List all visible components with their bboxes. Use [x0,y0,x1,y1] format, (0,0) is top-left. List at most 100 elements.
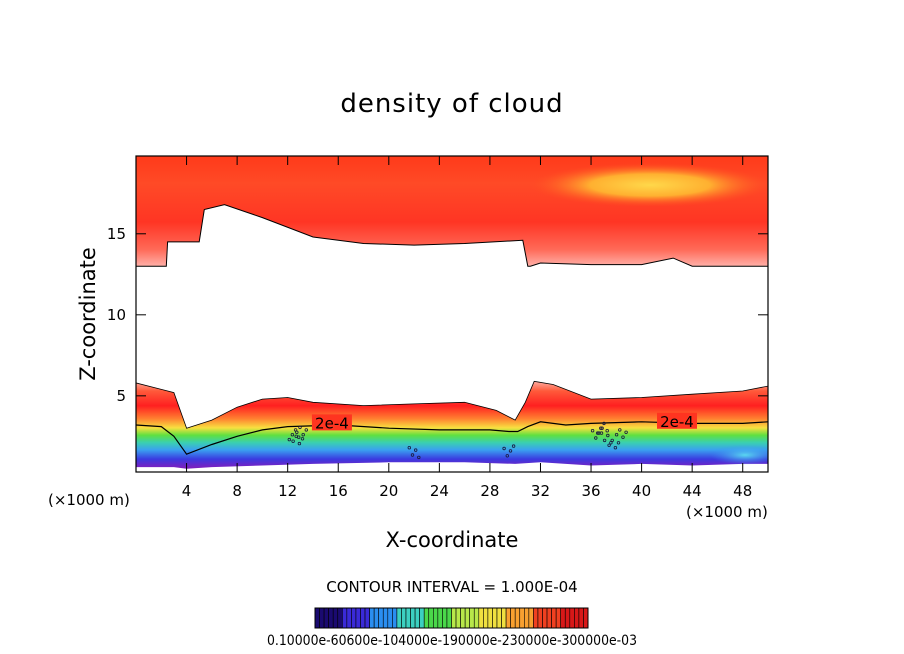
colorbar-cell [551,607,557,629]
y-axis-label: Z-coordinate [76,247,100,381]
upper-cloud-edge-contour [136,204,768,267]
colorbar-cell [442,607,448,629]
colorbar-cell [332,607,339,629]
colorbar-cell [328,607,334,629]
x-tick-label: 28 [480,482,499,500]
colorbar-cell [392,607,398,629]
colorbar-cell [405,607,411,629]
y-tick-label: 15 [107,225,126,243]
colorbar-cell [505,607,511,629]
x-tick-label: 32 [531,482,550,500]
contour-speck [599,431,604,435]
colorbar-frame [314,607,589,629]
contour-speck [291,439,295,443]
colorbar-cell [542,607,548,629]
colorbar-cell [369,607,375,629]
contour-speck [407,446,411,450]
colorbar-labels: 0.10000e-60600e-104000e-190000e-230000e-… [267,633,637,649]
colorbar-cell [510,607,516,629]
x-tick-label: 8 [232,482,242,500]
contour-speck [590,429,595,433]
contour-speck [502,446,506,451]
contour-speck [414,448,418,452]
colorbar-cell [355,607,361,629]
colorbar-cell [496,607,502,629]
colorbar-cell [423,607,430,629]
lower-cloud-cyan-patch [710,445,768,465]
contour-label-bg [656,412,697,429]
contour-speck [304,428,308,432]
colorbar-cell [583,607,589,629]
contour-label: 2e-4 [315,414,349,432]
colorbar-cell [314,607,320,629]
x-tick-label: 16 [329,482,348,500]
colorbar-cell [578,607,584,629]
colorbar-cell [446,607,452,629]
x-tick-label: 4 [182,482,192,500]
colorbar-cell [483,607,489,629]
x-tick-label: 44 [683,482,702,500]
contour-speck [613,446,618,450]
colorbar-cell [382,607,389,629]
plot-area [136,156,768,472]
colorbar-cell [555,607,562,629]
colorbar-cell [464,607,470,629]
contour-speck [511,444,516,448]
colorbar-cell [346,607,352,629]
contour-speck [618,428,622,432]
colorbar-cell [487,607,493,629]
contour-line-2e-4 [136,421,768,455]
contour-speck [505,454,509,458]
chart-title: density of cloud [340,89,563,119]
contour-speck [410,453,415,457]
lower-cloud-field [136,381,768,469]
colorbar-cell [360,607,366,629]
contour-noise [287,421,628,460]
colorbar-cell [337,607,343,629]
colorbar-cell [473,607,480,629]
colorbar-cell [378,607,384,629]
contour-speck [287,437,291,442]
y-tick-label: 10 [107,306,126,324]
contour-speck [599,426,603,430]
colorbar-cell [460,607,466,629]
contour-speck [610,438,614,443]
contour-speck [298,425,302,430]
x-tick-label: 36 [581,482,600,500]
colorbar-cell [501,607,507,629]
contour-speck [294,434,298,438]
y-tick-label: 5 [116,387,126,405]
contour-speck [605,429,609,433]
x-unit-left: (×1000 m) [48,491,130,509]
contour-speck [417,455,421,460]
colorbar-cell [437,607,443,629]
contour-speck [602,438,607,443]
colorbar-cell [396,607,402,629]
colorbar-cell [387,607,393,629]
contour-label: 2e-4 [660,413,694,431]
colorbar-cell [478,607,484,629]
x-tick-label: 24 [430,482,449,500]
x-unit-right: (×1000 m) [686,503,768,521]
colorbar-cell [564,607,571,629]
colorbar-cell [373,607,379,629]
contour-speck [295,430,299,434]
contour-label-bg [311,414,352,431]
plot-frame [135,155,769,473]
colorbar-cell [455,607,461,629]
colorbar-cell [546,607,552,629]
contour-speck [607,443,611,447]
colorbar-cell [537,607,543,629]
x-tick-label: 12 [278,482,297,500]
contour-speck [614,433,619,437]
colorbar-cell [469,607,475,629]
colorbar-cell [451,607,457,629]
contour-speck [624,430,628,434]
contour-speck [297,441,302,446]
contour-speck [301,433,305,437]
colorbar-cell [351,607,357,629]
contour-interval-note: CONTOUR INTERVAL = 1.000E-04 [326,578,577,596]
contour-speck [600,426,604,430]
colorbar-cell [523,607,530,629]
